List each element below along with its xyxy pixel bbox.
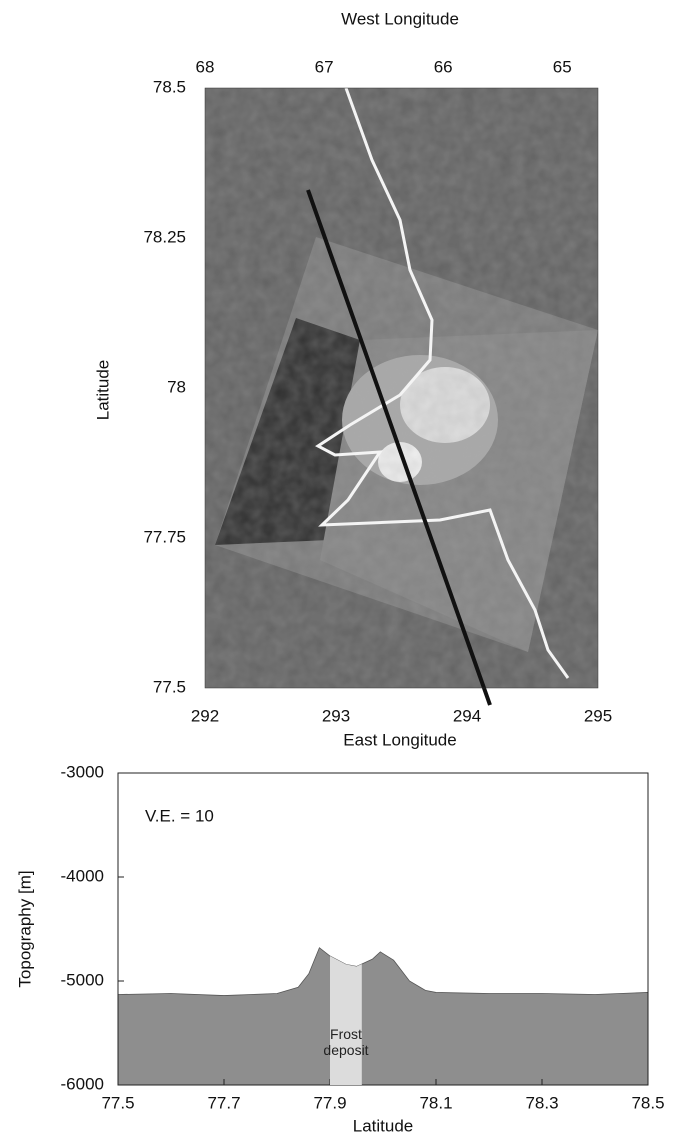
y-tick-label: 77.5	[153, 677, 186, 696]
y-tick-label: -4000	[61, 866, 104, 885]
band-label: Frost deposit	[323, 1026, 369, 1058]
x-tick-label: 293	[322, 706, 350, 725]
x-tick-label: 292	[191, 706, 219, 725]
y-tick-label: 78.5	[153, 77, 186, 96]
y-tick-label: -6000	[61, 1074, 104, 1093]
x-tick-label: 78.1	[419, 1093, 452, 1112]
x-tick-label: 295	[584, 706, 612, 725]
frost-band	[330, 947, 362, 1085]
map-frame	[204, 87, 599, 689]
x2-tick-label: 66	[434, 57, 453, 76]
x2-axis-title: West Longitude	[341, 9, 459, 28]
x-tick-label: 77.7	[207, 1093, 240, 1112]
x-tick-label: 78.3	[525, 1093, 558, 1112]
y-tick-label: 78	[167, 377, 186, 396]
x-tick-label: 77.5	[101, 1093, 134, 1112]
x-tick-label: 77.9	[313, 1093, 346, 1112]
y-tick-label: 78.25	[143, 227, 186, 246]
y-tick-label: -5000	[61, 970, 104, 989]
x2-tick-label: 65	[553, 57, 572, 76]
map-image	[205, 87, 598, 706]
y-tick-label: 77.75	[143, 527, 186, 546]
x-axis-title: East Longitude	[343, 730, 456, 749]
y-axis-title: Latitude	[93, 360, 112, 421]
x-tick-label: 78.5	[631, 1093, 664, 1112]
x-tick-label: 294	[453, 706, 481, 725]
x2-tick-label: 68	[196, 57, 215, 76]
y-tick-label: -3000	[61, 762, 104, 781]
x-axis-title: Latitude	[353, 1116, 414, 1135]
annotation: V.E. = 10	[145, 806, 214, 825]
y-axis-title: Topography [m]	[15, 870, 34, 987]
x2-tick-label: 67	[315, 57, 334, 76]
area	[117, 947, 649, 1086]
plot-frame	[117, 772, 649, 1086]
